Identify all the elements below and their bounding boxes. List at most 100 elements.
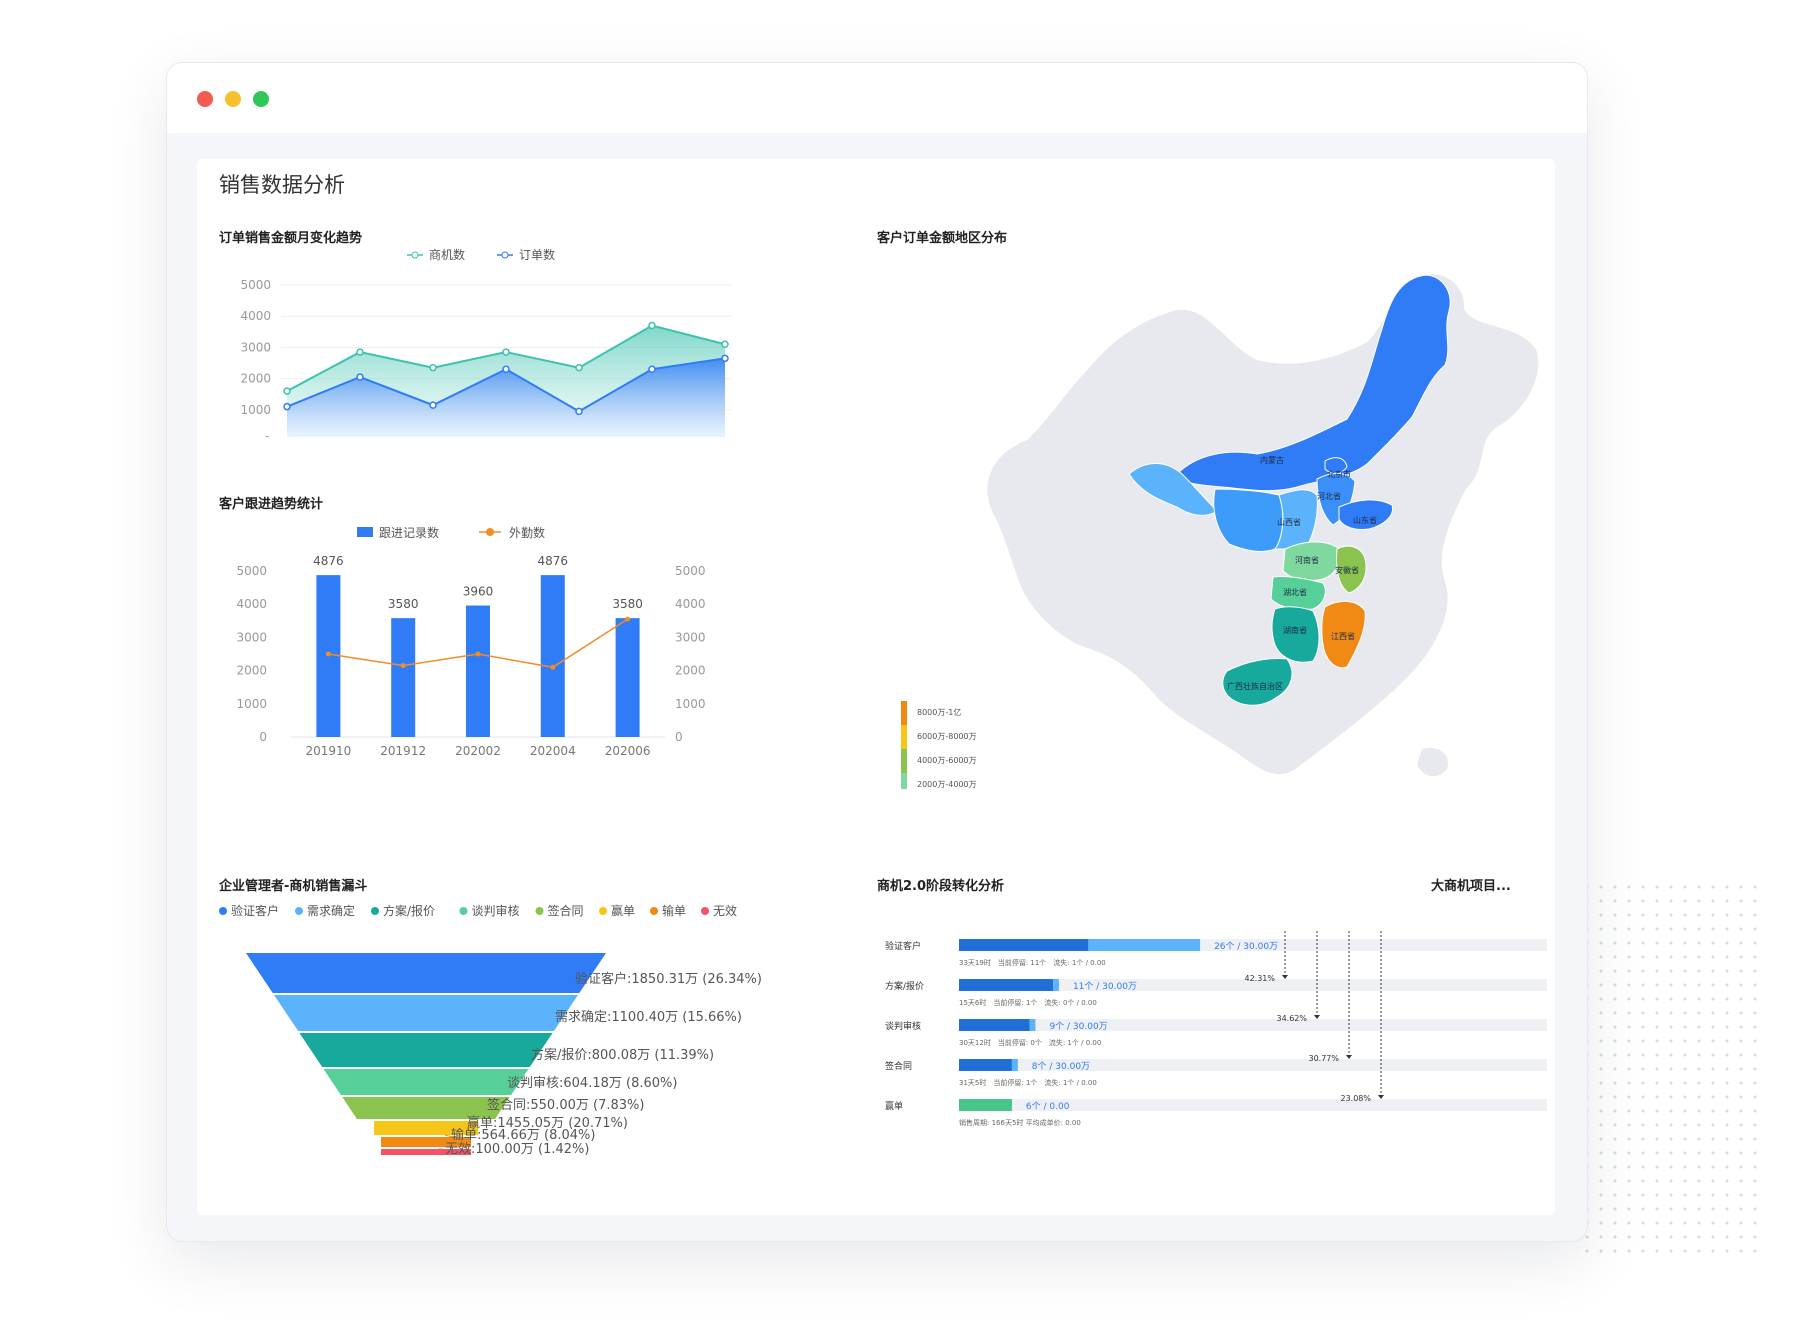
- conversion-chart: 验证客户 26个 / 30.00万 33天19时 当前停留: 11个 流失: 1个 …: [885, 931, 1547, 1127]
- line-point: [325, 651, 331, 657]
- rate-arrow: [1314, 1015, 1320, 1019]
- stage-bar-remaining: [1053, 979, 1059, 991]
- y-tick-label: 3000: [240, 340, 271, 354]
- funnel-label-line: [568, 972, 593, 980]
- stage-bar-converted: [959, 1059, 1012, 1071]
- app-window: 销售数据分析 订单销售金额月变化趋势 5000 4000 3000 2000 1000 0…: [166, 62, 1588, 1242]
- visualmap-label: 2000万-4000万: [917, 780, 977, 789]
- y-tick-right: 2000: [675, 664, 706, 678]
- bar-value-label: 4876: [313, 554, 344, 568]
- decorative-dot-grid: [1580, 880, 1760, 1260]
- data-point: [429, 401, 437, 409]
- province-label: 北京市: [1327, 469, 1351, 479]
- conversion-title: 商机2.0阶段转化分析: [877, 879, 1005, 894]
- stage-detail: 销售周期: 166天5时 平均成单价: 0.00: [959, 1118, 1081, 1127]
- funnel-layer: [274, 995, 578, 1031]
- stage-value-label: 11个 / 30.00万: [1073, 981, 1137, 992]
- province-label: 安徽省: [1335, 565, 1359, 575]
- legend-dot: [219, 907, 227, 915]
- y-tick-left: 1000: [236, 697, 267, 711]
- legend-marker: [486, 528, 494, 536]
- stage-label: 赢单: [885, 1100, 903, 1112]
- funnel-label: 输单:564.66万 (8.04%): [451, 1127, 595, 1143]
- visualmap-segment: [901, 773, 907, 789]
- province-region: [1271, 606, 1320, 663]
- rate-arrow: [1378, 1095, 1384, 1099]
- stage-bar-converted: [959, 1019, 1030, 1031]
- visualmap-segment: [901, 725, 907, 749]
- funnel-label-line: [524, 1049, 542, 1056]
- stage-label: 谈判审核: [885, 1020, 921, 1032]
- funnel-label: 方案/报价:800.08万 (11.39%): [531, 1047, 714, 1063]
- funnel-label: 需求确定:1100.40万 (15.66%): [555, 1010, 742, 1025]
- legend-dot: [599, 907, 607, 915]
- maximize-window-button[interactable]: [253, 91, 269, 107]
- province-label: 内蒙古: [1260, 455, 1284, 465]
- conversion-rate-label: 23.08%: [1340, 1094, 1371, 1103]
- bar: [391, 618, 416, 737]
- legend-label: 输单: [662, 903, 686, 918]
- close-window-button[interactable]: [197, 91, 213, 107]
- funnel-layer: [323, 1069, 529, 1095]
- y-tick-left: 2000: [236, 664, 267, 678]
- data-point: [575, 407, 583, 416]
- y-tick-label: 1000: [240, 403, 271, 417]
- y-tick-left: 5000: [236, 564, 267, 578]
- funnel-layer: [381, 1149, 471, 1155]
- funnel-label-line: [438, 1148, 472, 1153]
- y-tick-right: 4000: [675, 597, 706, 611]
- stage-detail: 30天12时 当前停留: 0个 流失: 1个 / 0.00: [959, 1038, 1101, 1047]
- visualmap-label: 6000万-8000万: [917, 732, 977, 741]
- followup-trend-title: 客户跟进趋势统计: [219, 497, 324, 512]
- window-titlebar: [167, 63, 1587, 133]
- stage-detail: 15天6时 当前停留: 1个 流失: 0个 / 0.00: [959, 998, 1097, 1007]
- data-point: [502, 365, 510, 373]
- legend-label: 方案/报价: [383, 903, 435, 918]
- x-tick-label: 202002: [455, 744, 501, 758]
- bar: [615, 618, 640, 737]
- stage-detail: 31天5时 当前停留: 1个 流失: 1个 / 0.00: [959, 1078, 1097, 1087]
- legend-marker: [411, 251, 419, 259]
- bar-value-label: 4876: [538, 554, 569, 568]
- stage-label: 验证客户: [885, 940, 921, 952]
- stage-bar-converted: [959, 939, 1089, 951]
- legend-label: 赢单: [611, 903, 635, 918]
- stage-bar-remaining: [1011, 1059, 1018, 1071]
- region-map-title: 客户订单金额地区分布: [877, 231, 1008, 246]
- monthly-trend-title: 订单销售金额月变化趋势: [219, 231, 363, 246]
- province-region: [1336, 545, 1367, 594]
- visualmap-segment: [901, 701, 907, 725]
- x-tick-label: 202006: [605, 744, 651, 758]
- y-tick-right: 5000: [675, 564, 706, 578]
- conversion-subtitle[interactable]: 大商机项目...: [1431, 879, 1511, 894]
- province-label: 广西壮族自治区: [1227, 681, 1283, 691]
- data-point: [356, 373, 364, 381]
- data-point: [429, 363, 437, 372]
- stage-detail: 33天19时 当前停留: 11个 流失: 1个 / 0.00: [959, 958, 1106, 967]
- province-label: 湖南省: [1283, 625, 1307, 635]
- hainan-island: [1417, 747, 1448, 777]
- minimize-window-button[interactable]: [225, 91, 241, 107]
- y-tick-label: 2000: [240, 372, 271, 386]
- dashboard-panel: 销售数据分析 订单销售金额月变化趋势 5000 4000 3000 2000 1000 0…: [197, 159, 1555, 1215]
- legend-marker: [501, 251, 509, 259]
- legend-swatch: [357, 527, 373, 537]
- legend-label: 外勤数: [509, 525, 545, 540]
- funnel-label: 谈判审核:604.18万 (8.60%): [507, 1076, 677, 1091]
- legend-label: 需求确定: [307, 903, 355, 918]
- stage-value-label: 26个 / 30.00万: [1214, 941, 1278, 952]
- legend-label: 跟进记录数: [379, 525, 439, 540]
- province-region: [1222, 658, 1293, 706]
- legend-label: 订单数: [519, 247, 555, 262]
- stage-label: 签合同: [885, 1060, 912, 1072]
- bar: [540, 575, 565, 737]
- y-tick-left: 4000: [236, 597, 267, 611]
- data-point: [648, 321, 656, 330]
- province-label: 山西省: [1277, 517, 1301, 527]
- stage-value-label: 8个 / 30.00万: [1032, 1061, 1090, 1072]
- province-label: 山东省: [1353, 515, 1377, 525]
- funnel-label-line: [460, 1122, 479, 1129]
- series-area: [287, 358, 725, 437]
- y-tick-right: 0: [675, 730, 683, 744]
- legend-dot: [459, 907, 468, 915]
